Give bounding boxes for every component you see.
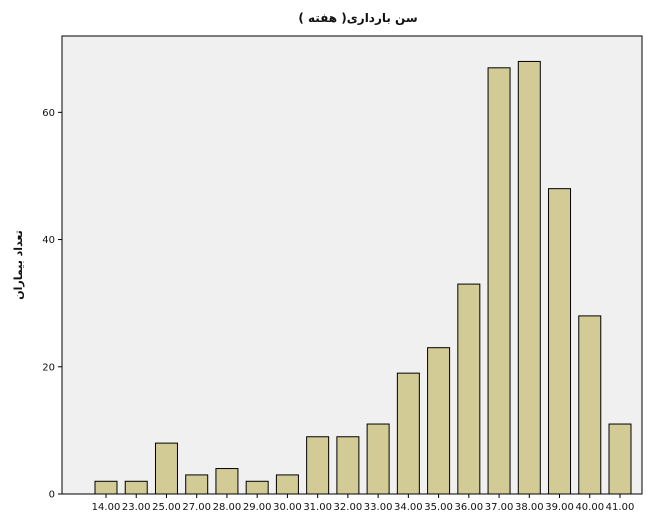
x-tick-label: 35.00 bbox=[424, 502, 453, 513]
x-tick-label: 14.00 bbox=[92, 502, 121, 513]
x-tick-label: 28.00 bbox=[213, 502, 242, 513]
bar bbox=[608, 423, 632, 495]
x-tick-label: 41.00 bbox=[606, 502, 635, 513]
x-tick-label: 31.00 bbox=[303, 502, 332, 513]
x-tick-label: 40.00 bbox=[575, 502, 604, 513]
x-tick-label: 34.00 bbox=[394, 502, 423, 513]
y-tick-label: 20 bbox=[42, 362, 55, 373]
y-axis-label: تعداد بیماران bbox=[12, 230, 25, 300]
bar bbox=[185, 474, 209, 495]
bar bbox=[275, 474, 299, 495]
chart-title: سن بارداری( هفته ) bbox=[298, 11, 417, 25]
y-tick-label: 0 bbox=[49, 490, 55, 501]
bar bbox=[578, 315, 602, 495]
bar bbox=[245, 480, 269, 495]
bar bbox=[306, 436, 330, 495]
bar bbox=[396, 372, 420, 495]
y-axis: 0 20 40 60 bbox=[42, 108, 62, 501]
bar bbox=[336, 436, 360, 495]
bar bbox=[215, 468, 239, 495]
bar bbox=[124, 480, 148, 495]
x-tick-label: 36.00 bbox=[455, 502, 484, 513]
bar bbox=[366, 423, 390, 495]
x-axis: 14.00 23.00 25.00 27.00 28.00 29.00 30.00 31.00… bbox=[92, 494, 635, 513]
y-tick-label: 40 bbox=[42, 235, 55, 246]
x-tick-label: 25.00 bbox=[152, 502, 181, 513]
bar bbox=[517, 60, 541, 495]
x-tick-label: 32.00 bbox=[334, 502, 363, 513]
bar bbox=[154, 442, 178, 495]
x-tick-label: 33.00 bbox=[364, 502, 393, 513]
x-tick-label: 23.00 bbox=[122, 502, 151, 513]
x-tick-label: 30.00 bbox=[273, 502, 302, 513]
x-tick-label: 38.00 bbox=[515, 502, 544, 513]
y-tick-label: 60 bbox=[42, 108, 55, 119]
bars-group bbox=[94, 60, 632, 495]
bar bbox=[94, 480, 118, 495]
x-tick-label: 29.00 bbox=[243, 502, 272, 513]
bar bbox=[427, 347, 451, 495]
plot-area bbox=[61, 35, 643, 495]
bar bbox=[548, 188, 572, 495]
bar bbox=[457, 283, 481, 495]
bar bbox=[487, 67, 511, 495]
x-tick-label: 27.00 bbox=[182, 502, 211, 513]
x-tick-label: 37.00 bbox=[485, 502, 514, 513]
x-tick-label: 39.00 bbox=[545, 502, 574, 513]
